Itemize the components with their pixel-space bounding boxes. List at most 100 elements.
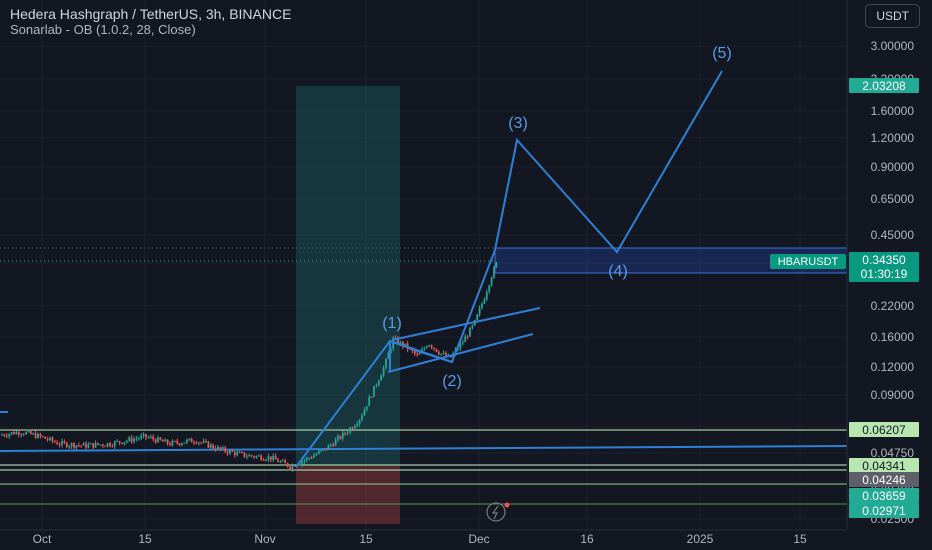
- candle-body: [46, 438, 49, 440]
- candle-body: [437, 351, 440, 355]
- candle-body: [149, 436, 152, 438]
- candle-body: [226, 451, 229, 454]
- candle-body: [320, 450, 323, 452]
- candle-body: [433, 347, 435, 349]
- x-tick-label: 15: [359, 532, 373, 546]
- y-tick-label: 0.09000: [871, 388, 915, 402]
- candle-body: [70, 443, 73, 447]
- candle-body: [293, 465, 296, 467]
- candle-body: [229, 450, 231, 454]
- candles: [1, 261, 498, 472]
- price-tag: [849, 458, 919, 473]
- candle-body: [375, 385, 378, 387]
- candle-body: [440, 353, 443, 355]
- price-tag-value: 0.03659: [862, 489, 906, 503]
- candle-body: [365, 406, 368, 410]
- candle-body: [466, 336, 469, 338]
- candle-body: [145, 434, 147, 438]
- candle-body: [380, 375, 383, 381]
- candle-body: [142, 434, 145, 436]
- candle-body: [476, 314, 479, 320]
- candle-body: [53, 441, 56, 443]
- candle-body: [89, 443, 92, 445]
- candle-body: [315, 453, 318, 456]
- price-tag-value: 2.03208: [862, 79, 906, 93]
- candle-body: [291, 465, 294, 469]
- candle-body: [339, 436, 342, 439]
- candle-body: [269, 456, 272, 460]
- candle-body: [113, 441, 116, 447]
- candle-body: [363, 409, 366, 416]
- candle-body: [459, 343, 462, 349]
- candle-body: [274, 456, 277, 460]
- y-tick-label: 3.00000: [871, 39, 915, 53]
- candle-body: [178, 443, 181, 445]
- candle-body: [94, 442, 97, 448]
- candle-body: [1, 434, 3, 436]
- candle-body: [272, 456, 275, 460]
- candle-body: [236, 452, 239, 456]
- candle-body: [399, 341, 402, 345]
- candle-body: [370, 396, 373, 398]
- candle-body: [471, 325, 474, 328]
- chart-title: Hedera Hashgraph / TetherUS, 3h, BINANCE: [10, 6, 292, 22]
- candle-body: [116, 441, 119, 443]
- candle-body: [430, 345, 433, 348]
- candle-body: [147, 437, 150, 439]
- candle-body: [77, 445, 80, 447]
- candle-body: [217, 446, 219, 450]
- candle-body: [51, 437, 54, 442]
- x-tick-label: 15: [138, 532, 152, 546]
- candle-body: [212, 444, 215, 449]
- candle-body: [329, 444, 332, 446]
- candle-body: [224, 447, 227, 452]
- last-price-value: 0.34350: [862, 253, 906, 267]
- candle-body: [310, 457, 313, 459]
- candle-body: [22, 434, 25, 436]
- candle-body: [140, 435, 143, 439]
- candle-body: [464, 336, 467, 343]
- candle-body: [73, 443, 75, 448]
- candle-body: [75, 445, 78, 448]
- y-tick-label: 0.65000: [871, 192, 915, 206]
- wave-label: (1): [382, 315, 402, 332]
- candle-body: [92, 443, 95, 448]
- candle-body: [425, 346, 428, 348]
- candle-body: [478, 307, 481, 315]
- wave-label: (2): [442, 373, 462, 390]
- candle-body: [169, 443, 171, 446]
- symbol-tag: [770, 254, 846, 269]
- candle-body: [231, 450, 234, 452]
- candle-body: [34, 433, 37, 439]
- candle-body: [173, 441, 176, 443]
- wave-label: (4): [608, 263, 628, 280]
- currency-button[interactable]: USDT: [865, 4, 920, 28]
- candle-body: [351, 427, 354, 429]
- candle-body: [106, 443, 109, 447]
- candle-body: [358, 419, 361, 424]
- candle-body: [341, 432, 344, 439]
- candle-body: [257, 455, 260, 457]
- y-tick-label: 0.45000: [871, 228, 915, 242]
- price-tag-value: 0.02971: [862, 504, 906, 518]
- price-tag: [849, 503, 919, 518]
- candle-body: [313, 455, 315, 458]
- candle-body: [461, 342, 464, 344]
- candle-body: [190, 438, 193, 443]
- y-tick-label: 1.20000: [871, 131, 915, 145]
- candle-body: [262, 459, 265, 461]
- candle-body: [488, 285, 491, 292]
- candle-body: [349, 427, 351, 433]
- candle-body: [322, 448, 325, 451]
- candle-body: [305, 457, 308, 461]
- candle-body: [41, 436, 44, 438]
- channel-lower-line: [387, 333, 534, 373]
- candle-body: [250, 455, 253, 457]
- candle-body: [483, 299, 486, 304]
- candle-body: [15, 431, 18, 435]
- candle-body: [281, 460, 284, 462]
- candle-body: [253, 456, 255, 458]
- candle-body: [368, 396, 371, 407]
- candle-body: [5, 435, 8, 437]
